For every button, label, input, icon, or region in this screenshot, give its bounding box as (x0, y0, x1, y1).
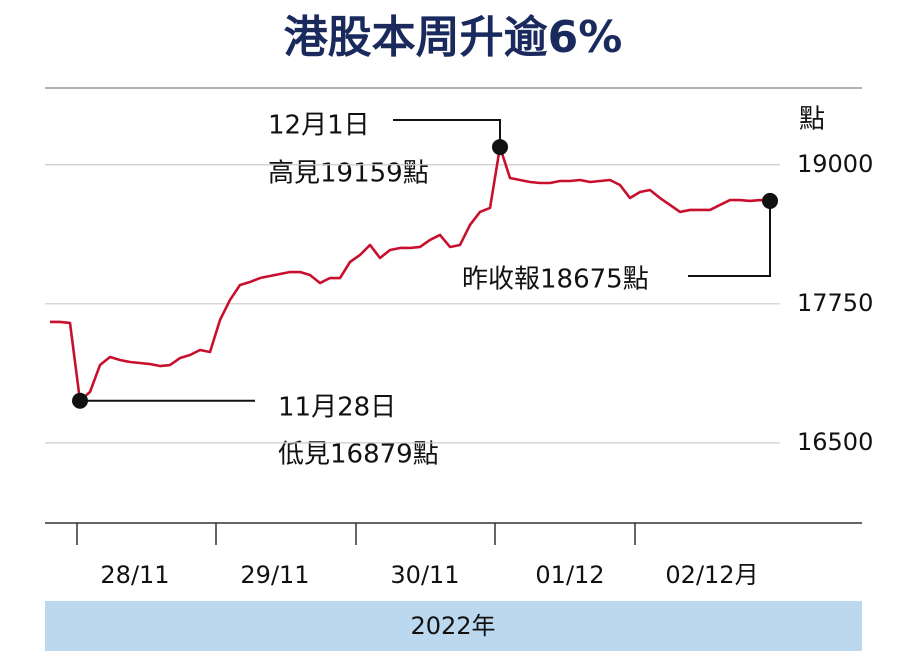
y-tick-label: 16500 (797, 428, 873, 456)
annotation-date: 12月1日 (268, 111, 370, 141)
point-marker (492, 139, 508, 156)
annotation-date: 11月28日 (278, 393, 396, 423)
y-tick-label: 19000 (797, 150, 873, 178)
annotation-text: 昨收報18675點 (462, 265, 649, 295)
x-tick-label: 29/11 (240, 561, 309, 589)
chart-title: 港股本周升逾6% (284, 12, 623, 63)
y-axis-label: 點 (799, 105, 825, 135)
day-separators (76, 523, 636, 545)
x-tick-label: 28/11 (100, 561, 169, 589)
leader-line (688, 200, 771, 277)
line (50, 145, 771, 403)
annotation-text: 高見19159點 (268, 159, 429, 189)
footer-band (45, 601, 862, 651)
x-tick-label: 02/12月 (665, 561, 758, 589)
footer-label: 2022年 (410, 612, 495, 640)
point-marker (762, 192, 778, 209)
x-tick-label: 30/11 (390, 561, 459, 589)
x-tick-label: 01/12 (535, 561, 604, 589)
point-marker (72, 392, 88, 409)
leader-line (393, 119, 501, 148)
y-tick-label: 17750 (797, 289, 873, 317)
annotation-text: 低見16879點 (278, 440, 439, 470)
